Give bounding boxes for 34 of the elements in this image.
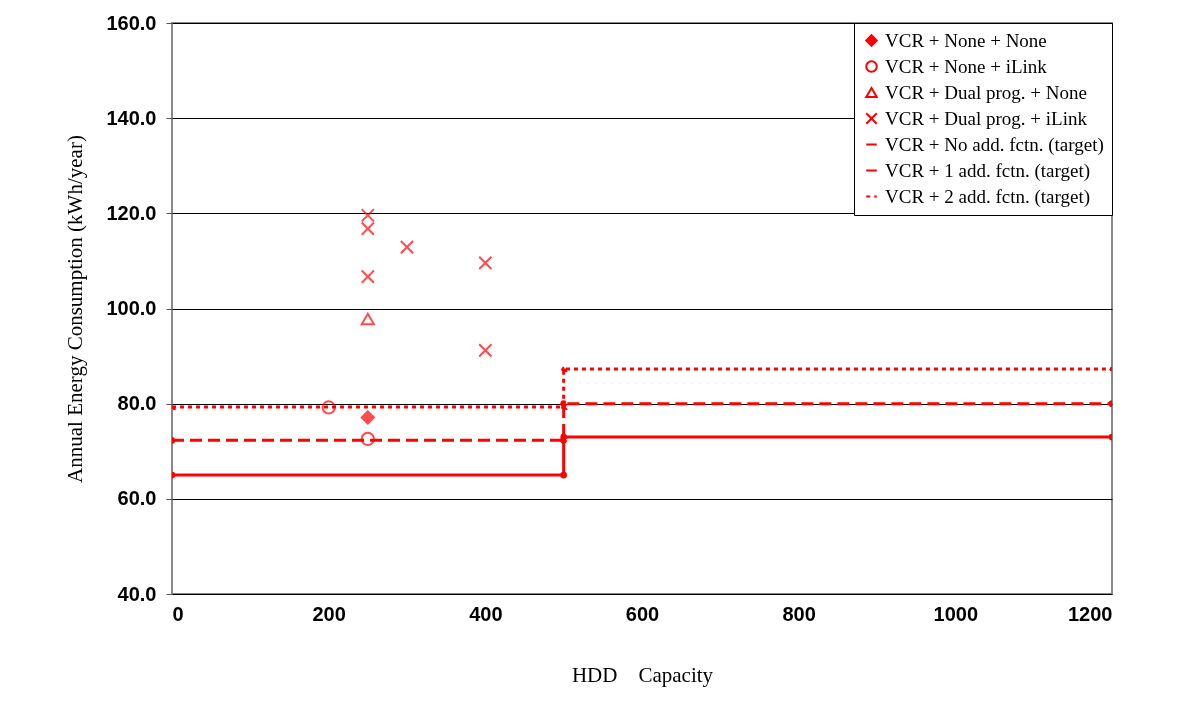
point — [560, 365, 568, 372]
point — [360, 431, 375, 446]
x-tick-label: 600 — [625, 602, 660, 625]
y-tick-label: 60.0 — [117, 487, 157, 510]
legend-label: VCR + None + iLink — [885, 55, 1048, 77]
legend-label: VCR + No add. fctn. (target) — [885, 133, 1104, 156]
x-tick-label: 400 — [469, 602, 503, 625]
y-axis-title: Annual Energy Consumption (kWh/year) — [63, 135, 88, 483]
legend-label: VCR + None + None — [885, 29, 1047, 51]
x-axis-title: HDD Capacity — [571, 662, 714, 687]
legend-label: VCR + Dual prog. + None — [885, 81, 1087, 103]
legend-label: VCR + Dual prog. + iLink — [885, 107, 1088, 129]
point — [478, 255, 493, 270]
point — [478, 343, 493, 358]
point — [399, 239, 415, 255]
point — [360, 269, 375, 284]
y-tick-label: 40.0 — [117, 582, 157, 605]
legend-label: VCR + 2 add. fctn. (target) — [885, 185, 1091, 208]
legend-label: VCR + 1 add. fctn. (target) — [885, 159, 1091, 182]
y-tick-label: 100.0 — [106, 297, 157, 319]
x-tick-label: 200 — [312, 602, 346, 625]
point — [360, 312, 375, 326]
y-tick-label: 140.0 — [106, 106, 157, 129]
y-tick-label: 160.0 — [106, 11, 157, 34]
point — [321, 400, 336, 415]
y-tick-label: 80.0 — [117, 392, 157, 415]
x-tick-label: 1200 — [1068, 602, 1113, 625]
x-tick-label: 0 — [172, 602, 184, 625]
x-tick-label: 1000 — [933, 602, 979, 625]
y-tick-label: 120.0 — [106, 201, 157, 224]
x-tick-label: 800 — [782, 602, 816, 625]
point — [360, 410, 375, 425]
point — [560, 471, 568, 479]
point — [560, 400, 568, 408]
